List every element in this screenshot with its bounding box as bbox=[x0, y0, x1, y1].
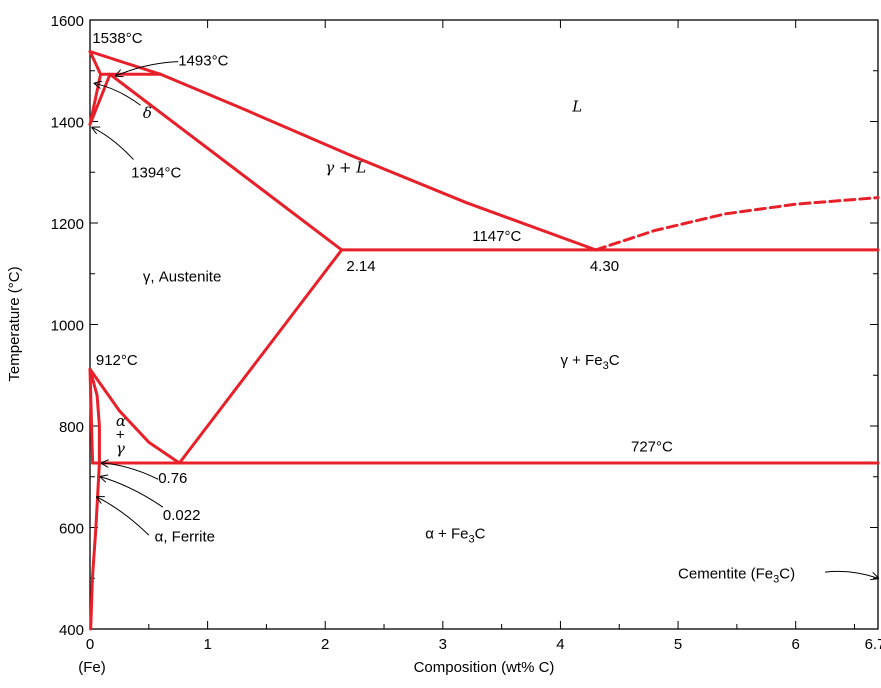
x-tick-label: 1 bbox=[203, 636, 211, 653]
pointer-arrow-2 bbox=[92, 128, 134, 160]
annotation-label: L bbox=[571, 97, 582, 115]
pointer-arrow-4 bbox=[101, 477, 164, 508]
annotation-label: 1538°C bbox=[92, 30, 142, 47]
phase-boundary-0 bbox=[88, 50, 103, 76]
y-tick-label: 1000 bbox=[51, 318, 84, 335]
phase-boundary-12 bbox=[88, 367, 101, 465]
phase-boundary-10 bbox=[88, 367, 181, 465]
annotation-label: 1394°C bbox=[131, 164, 181, 181]
annotation-label: 0.022 bbox=[163, 507, 201, 524]
x-tick-label: 4 bbox=[556, 636, 564, 653]
phase-boundaries bbox=[88, 50, 880, 631]
x-tick-label: 2 bbox=[321, 636, 329, 653]
pointer-arrow-5 bbox=[97, 497, 150, 536]
x-tick-label: 0 bbox=[86, 636, 94, 653]
pointer-arrow-1 bbox=[95, 83, 141, 106]
phase-boundary-5 bbox=[108, 72, 344, 252]
annotation-label: γ + L bbox=[325, 158, 366, 176]
ticks: 0 1 2 3 4 5 6 6.7 400 600 800 1000 1200 1400 1600 bbox=[51, 13, 881, 653]
y-tick-label: 600 bbox=[59, 521, 84, 538]
phase-boundary-14 bbox=[89, 461, 101, 631]
y-tick-label: 800 bbox=[59, 419, 84, 436]
annotation-label: 1147°C bbox=[472, 228, 521, 245]
pointer-arrow-6 bbox=[825, 570, 878, 578]
phase-boundary-1 bbox=[88, 50, 163, 76]
annotation-label: Cementite (Fe3C) bbox=[678, 565, 795, 585]
annotation-label: 0.76 bbox=[158, 470, 187, 487]
annotation-label: α bbox=[116, 412, 126, 430]
phase-boundary-4 bbox=[88, 72, 112, 126]
y-tick-label: 1200 bbox=[51, 216, 84, 233]
x-tick-label: 3 bbox=[439, 636, 447, 653]
annotation-label: 727°C bbox=[631, 438, 673, 455]
y-tick-label: 400 bbox=[59, 622, 84, 639]
annotation-label: 2.14 bbox=[346, 258, 375, 275]
annotations: 1538°C 1493°C δ 1394°C Lγ + L 1147°C 2.14 4.30 γ… bbox=[92, 30, 795, 585]
annotation-label: 4.30 bbox=[590, 258, 619, 275]
annotation-label: α + Fe3C bbox=[425, 526, 485, 546]
annotation-label: α, Ferrite bbox=[155, 529, 215, 546]
y-axis-label: Temperature (°C) bbox=[6, 266, 23, 381]
phase-boundary-9 bbox=[177, 248, 344, 465]
x-tick-label: 6.7 bbox=[865, 636, 881, 653]
annotation-label: δ bbox=[143, 104, 152, 122]
x-tick-label: 5 bbox=[674, 636, 682, 653]
annotation-label: γ, Austenite bbox=[143, 268, 221, 285]
pointer-arrow-3 bbox=[102, 463, 159, 480]
x-axis-label: Composition (wt% C) bbox=[414, 659, 555, 676]
phase-boundary-11 bbox=[88, 367, 95, 465]
annotation-label: γ bbox=[116, 439, 125, 457]
pointer-arrows bbox=[92, 61, 878, 579]
annotation-label: γ + Fe3C bbox=[560, 352, 619, 372]
phase-boundary-6 bbox=[159, 72, 598, 252]
x-tick-label: 6 bbox=[791, 636, 799, 653]
phase-boundary-8 bbox=[594, 196, 880, 252]
x-origin-note: (Fe) bbox=[78, 659, 106, 676]
y-tick-label: 1600 bbox=[51, 13, 84, 30]
annotation-label: 912°C bbox=[96, 352, 138, 369]
pointer-arrow-0 bbox=[116, 61, 179, 76]
annotation-label: + bbox=[116, 427, 125, 444]
y-tick-label: 1400 bbox=[51, 115, 84, 132]
annotation-label: 1493°C bbox=[178, 53, 228, 70]
